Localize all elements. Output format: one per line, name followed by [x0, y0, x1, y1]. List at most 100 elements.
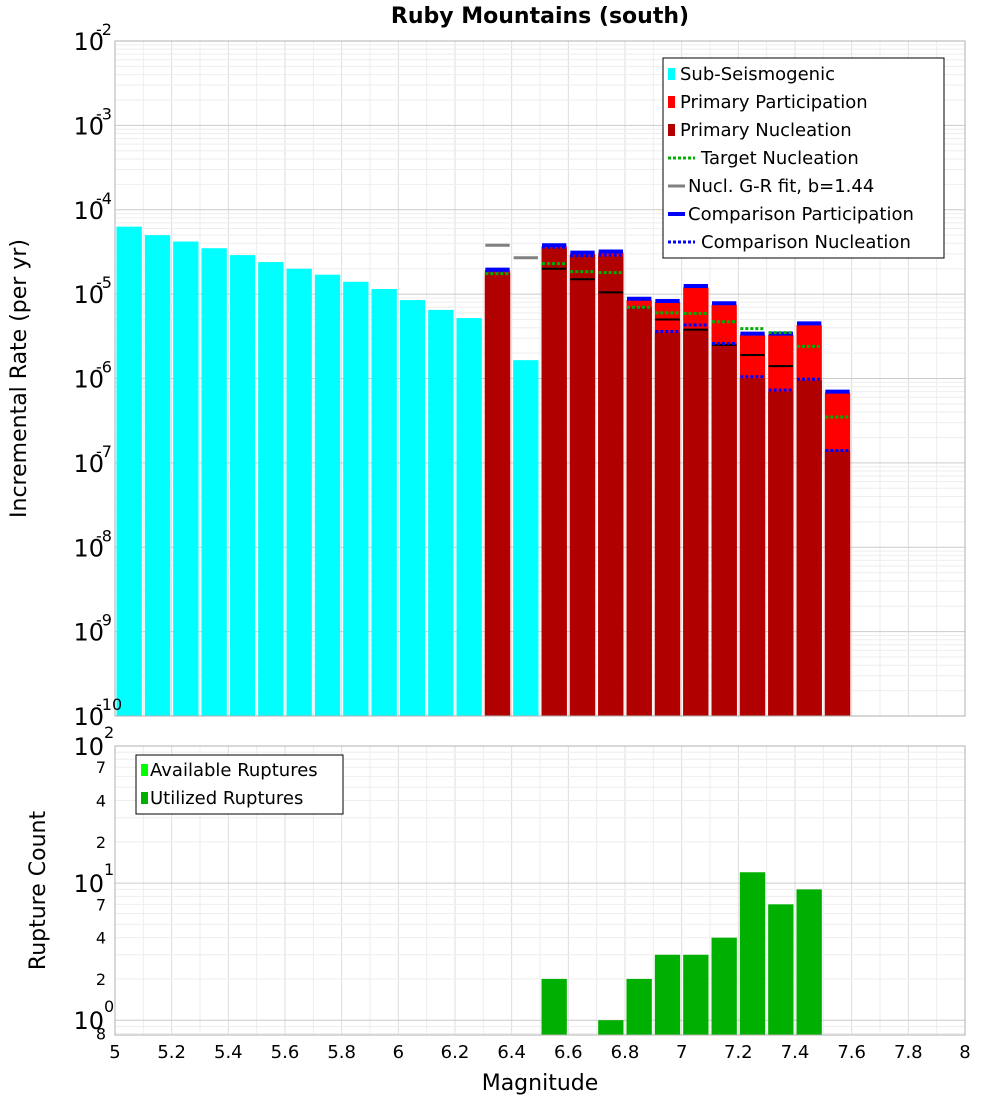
primary-nucleation-bar: [824, 450, 851, 716]
legend-box: [662, 57, 945, 259]
y-tick-label-exponent: -7: [96, 442, 112, 461]
y-tick-label-exponent: -5: [96, 273, 112, 292]
x-tick-label: 5: [109, 1042, 120, 1063]
x-tick-label: 7.6: [837, 1042, 866, 1063]
x-axis-label: Magnitude: [482, 1071, 599, 1096]
x-tick-label: 5.4: [214, 1042, 243, 1063]
y-tick-label-base: 10: [73, 366, 104, 394]
utilized-ruptures-bar: [768, 904, 794, 1035]
y-minor-tick-label: 8: [96, 1024, 106, 1043]
y-tick-label-exponent: 2: [104, 723, 114, 742]
legend-label: Primary Participation: [680, 92, 868, 113]
legend-label: Sub-Seismogenic: [680, 64, 835, 85]
x-tick-label: 6.8: [611, 1042, 640, 1063]
top-panel: Ruby Mountains (south)10-210-310-410-510…: [7, 4, 966, 731]
x-tick-label: 8: [959, 1042, 970, 1063]
sub-seismogenic-bar: [201, 248, 227, 717]
legend-label: Nucl. G-R fit, b=1.44: [688, 176, 874, 197]
y-minor-tick-label: 7: [96, 758, 106, 777]
utilized-ruptures-bar: [683, 954, 709, 1035]
x-tick-label: 7.2: [724, 1042, 753, 1063]
sub-seismogenic-bar: [513, 360, 539, 716]
y-tick-label-exponent: -2: [96, 20, 112, 39]
sub-seismogenic-bar: [173, 241, 199, 717]
sub-seismogenic-bar: [456, 318, 482, 716]
primary-nucleation-bar: [796, 380, 822, 716]
primary-nucleation-bar: [739, 378, 766, 716]
legend-swatch: [668, 96, 675, 108]
utilized-ruptures-bar: [796, 889, 822, 1035]
sub-seismogenic-bar: [314, 274, 341, 716]
sub-seismogenic-bar: [116, 226, 142, 716]
top-y-tick-labels: 10-210-310-410-510-610-710-810-910-10: [73, 20, 122, 731]
y-tick-label-exponent: -3: [96, 104, 112, 123]
primary-nucleation-bar: [484, 272, 511, 716]
bottom-legend: Available Ruptures Utilized Ruptures: [135, 754, 344, 815]
chart-title: Ruby Mountains (south): [391, 4, 689, 29]
legend-label: Target Nucleation: [700, 148, 859, 169]
utilized-ruptures-bar: [739, 872, 766, 1035]
x-tick-label: 6: [393, 1042, 404, 1063]
x-tick-label: 6.6: [554, 1042, 583, 1063]
top-legend: Sub-Seismogenic Primary Participation Prim…: [662, 57, 945, 259]
y-tick-label-base: 10: [73, 619, 104, 647]
y-axis-label-top: Incremental Rate (per yr): [7, 239, 32, 518]
sub-seismogenic-bar: [343, 281, 369, 716]
primary-nucleation-bar: [569, 255, 596, 716]
primary-nucleation-bar: [541, 248, 567, 717]
legend-label: Primary Nucleation: [680, 120, 852, 141]
y-tick-label-base: 10: [73, 112, 104, 140]
primary-nucleation-bar: [654, 332, 681, 716]
x-tick-label: 6.2: [441, 1042, 470, 1063]
x-tick-label: 6.4: [497, 1042, 526, 1063]
primary-nucleation-bar: [598, 256, 624, 716]
y-tick-label-base: 10: [73, 1007, 104, 1035]
y-tick-label-exponent: -8: [96, 526, 112, 545]
y-tick-label-base: 10: [73, 870, 104, 898]
sub-seismogenic-bar: [258, 262, 284, 716]
legend-swatch: [668, 68, 675, 80]
y-tick-label-base: 10: [73, 197, 104, 225]
utilized-ruptures-bar: [541, 978, 567, 1035]
sub-seismogenic-bar: [229, 255, 256, 716]
y-tick-label-exponent: 1: [104, 860, 114, 879]
legend-swatch: [141, 792, 148, 804]
top-line-markers: [485, 243, 850, 453]
legend-label: Available Ruptures: [150, 760, 318, 781]
top-grid: [115, 41, 965, 717]
x-tick-label: 7.8: [894, 1042, 923, 1063]
y-minor-tick-label: 2: [96, 833, 106, 852]
bottom-plot-frame: [114, 745, 966, 1036]
x-tick-label: 5.6: [271, 1042, 300, 1063]
y-minor-tick-label: 4: [96, 792, 106, 811]
y-tick-label-exponent: -10: [96, 695, 122, 714]
legend-swatch: [141, 764, 148, 776]
utilized-ruptures-bar: [626, 978, 652, 1035]
primary-nucleation-bar: [626, 307, 652, 716]
y-axis-label-bottom: Rupture Count: [26, 811, 51, 971]
sub-seismogenic-bar: [428, 309, 454, 716]
x-tick-label: 7.4: [781, 1042, 810, 1063]
sub-seismogenic-bar: [399, 300, 426, 716]
y-tick-label-base: 10: [73, 733, 104, 761]
sub-seismogenic-bar: [371, 289, 397, 716]
y-tick-label-base: 10: [73, 534, 104, 562]
x-tick-label: 5.2: [157, 1042, 186, 1063]
legend-swatch: [668, 124, 675, 136]
y-tick-label-base: 10: [73, 703, 104, 731]
legend-label: Utilized Ruptures: [150, 788, 303, 809]
utilized-ruptures-bar: [598, 1020, 624, 1035]
primary-nucleation-bar: [711, 343, 737, 716]
sub-seismogenic-bar: [286, 268, 312, 716]
legend-box: [135, 754, 344, 815]
y-tick-label-base: 10: [73, 281, 104, 309]
y-tick-label-exponent: 0: [104, 997, 114, 1016]
y-minor-tick-label: 7: [96, 895, 106, 914]
bottom-bars: [541, 872, 822, 1035]
top-bars: [116, 226, 851, 717]
x-tick-label: 7: [676, 1042, 687, 1063]
legend-label: Comparison Nucleation: [701, 232, 911, 253]
